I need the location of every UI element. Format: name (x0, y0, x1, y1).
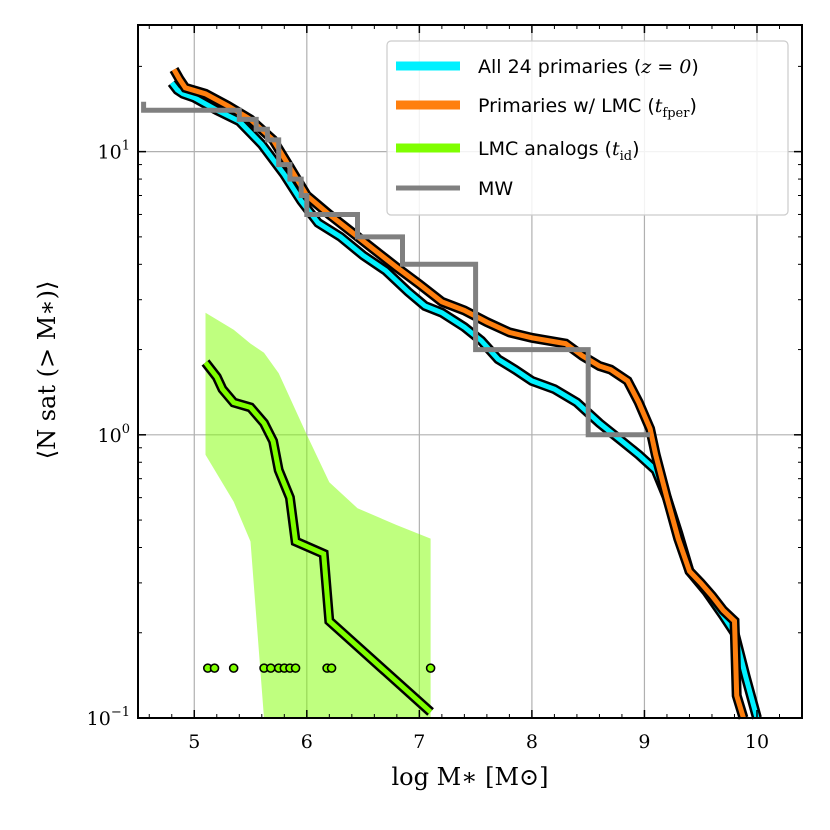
x-tick-label: 8 (526, 731, 538, 753)
lmc-analog-point (228, 663, 239, 673)
lmc-analog-point (425, 663, 436, 673)
x-axis-title: log M∗ [M⊙] (391, 763, 548, 791)
plot-frame (137, 24, 803, 719)
x-tick-label: 7 (413, 731, 425, 753)
legend-entry-primaries-lmc: Primaries w/ LMC (tfper) (396, 95, 697, 121)
series-lines-layer (141, 67, 762, 720)
legend-entry-all-primaries: All 24 primaries (z = 0) (396, 56, 699, 78)
y-tick-label: 101 (98, 139, 130, 164)
axes-frame (137, 24, 803, 719)
legend-label: All 24 primaries (z = 0) (478, 56, 699, 78)
y-tick-label: 100 (98, 422, 130, 447)
legend-box (386, 40, 789, 216)
legend: All 24 primaries (z = 0) Primaries w/ LMC… (386, 40, 789, 216)
legend-label: MW (478, 178, 513, 200)
lmc-analog-point (290, 663, 301, 673)
legend-entry-lmc-analogs: LMC analogs (tid) (396, 138, 639, 164)
x-tick-label: 6 (301, 731, 313, 753)
x-tick-label: 10 (745, 731, 769, 753)
mw-line (141, 101, 651, 438)
lmc-analog-point (326, 663, 337, 673)
lmc-analog-point (209, 663, 220, 673)
legend-label: LMC analogs (tid) (478, 138, 639, 164)
lmc-analog-point (265, 663, 276, 673)
scatter-points-layer (202, 663, 436, 673)
tick-labels: 5 6 7 8 9 10 10−1 100 101 (87, 139, 769, 753)
legend-label: Primaries w/ LMC (tfper) (478, 95, 697, 121)
y-axis-title: ⟨N sat (> M∗)⟩ (33, 281, 61, 460)
lmc-analogs-line (203, 360, 433, 714)
x-tick-label: 5 (188, 731, 200, 753)
x-tick-label: 9 (638, 731, 650, 753)
legend-entry-mw: MW (396, 178, 513, 200)
y-tick-label: 10−1 (87, 705, 130, 730)
